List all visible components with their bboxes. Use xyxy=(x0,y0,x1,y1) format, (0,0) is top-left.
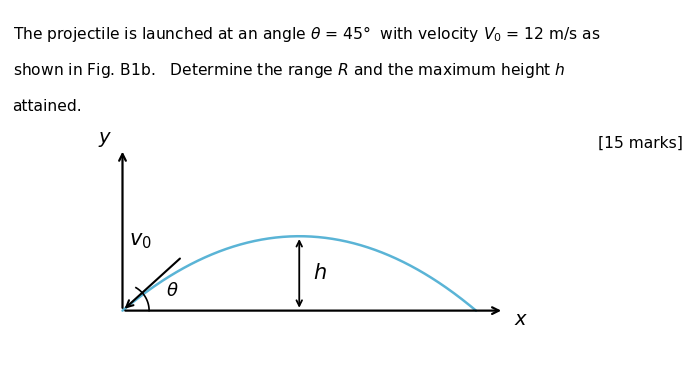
Text: The projectile is launched at an angle $\theta$ = 45°  with velocity $\mathit{V}: The projectile is launched at an angle $… xyxy=(13,24,600,44)
Text: shown in Fig. B1b.   Determine the range $\mathit{R}$ and the maximum height $\m: shown in Fig. B1b. Determine the range $… xyxy=(13,61,565,80)
Text: attained.: attained. xyxy=(13,99,82,113)
Text: [15 marks]: [15 marks] xyxy=(598,136,682,151)
Text: $x$: $x$ xyxy=(514,310,528,330)
Text: $\theta$: $\theta$ xyxy=(166,282,179,300)
Text: $h$: $h$ xyxy=(314,263,327,283)
Text: $y$: $y$ xyxy=(98,130,112,149)
Text: $v_0$: $v_0$ xyxy=(129,231,152,251)
